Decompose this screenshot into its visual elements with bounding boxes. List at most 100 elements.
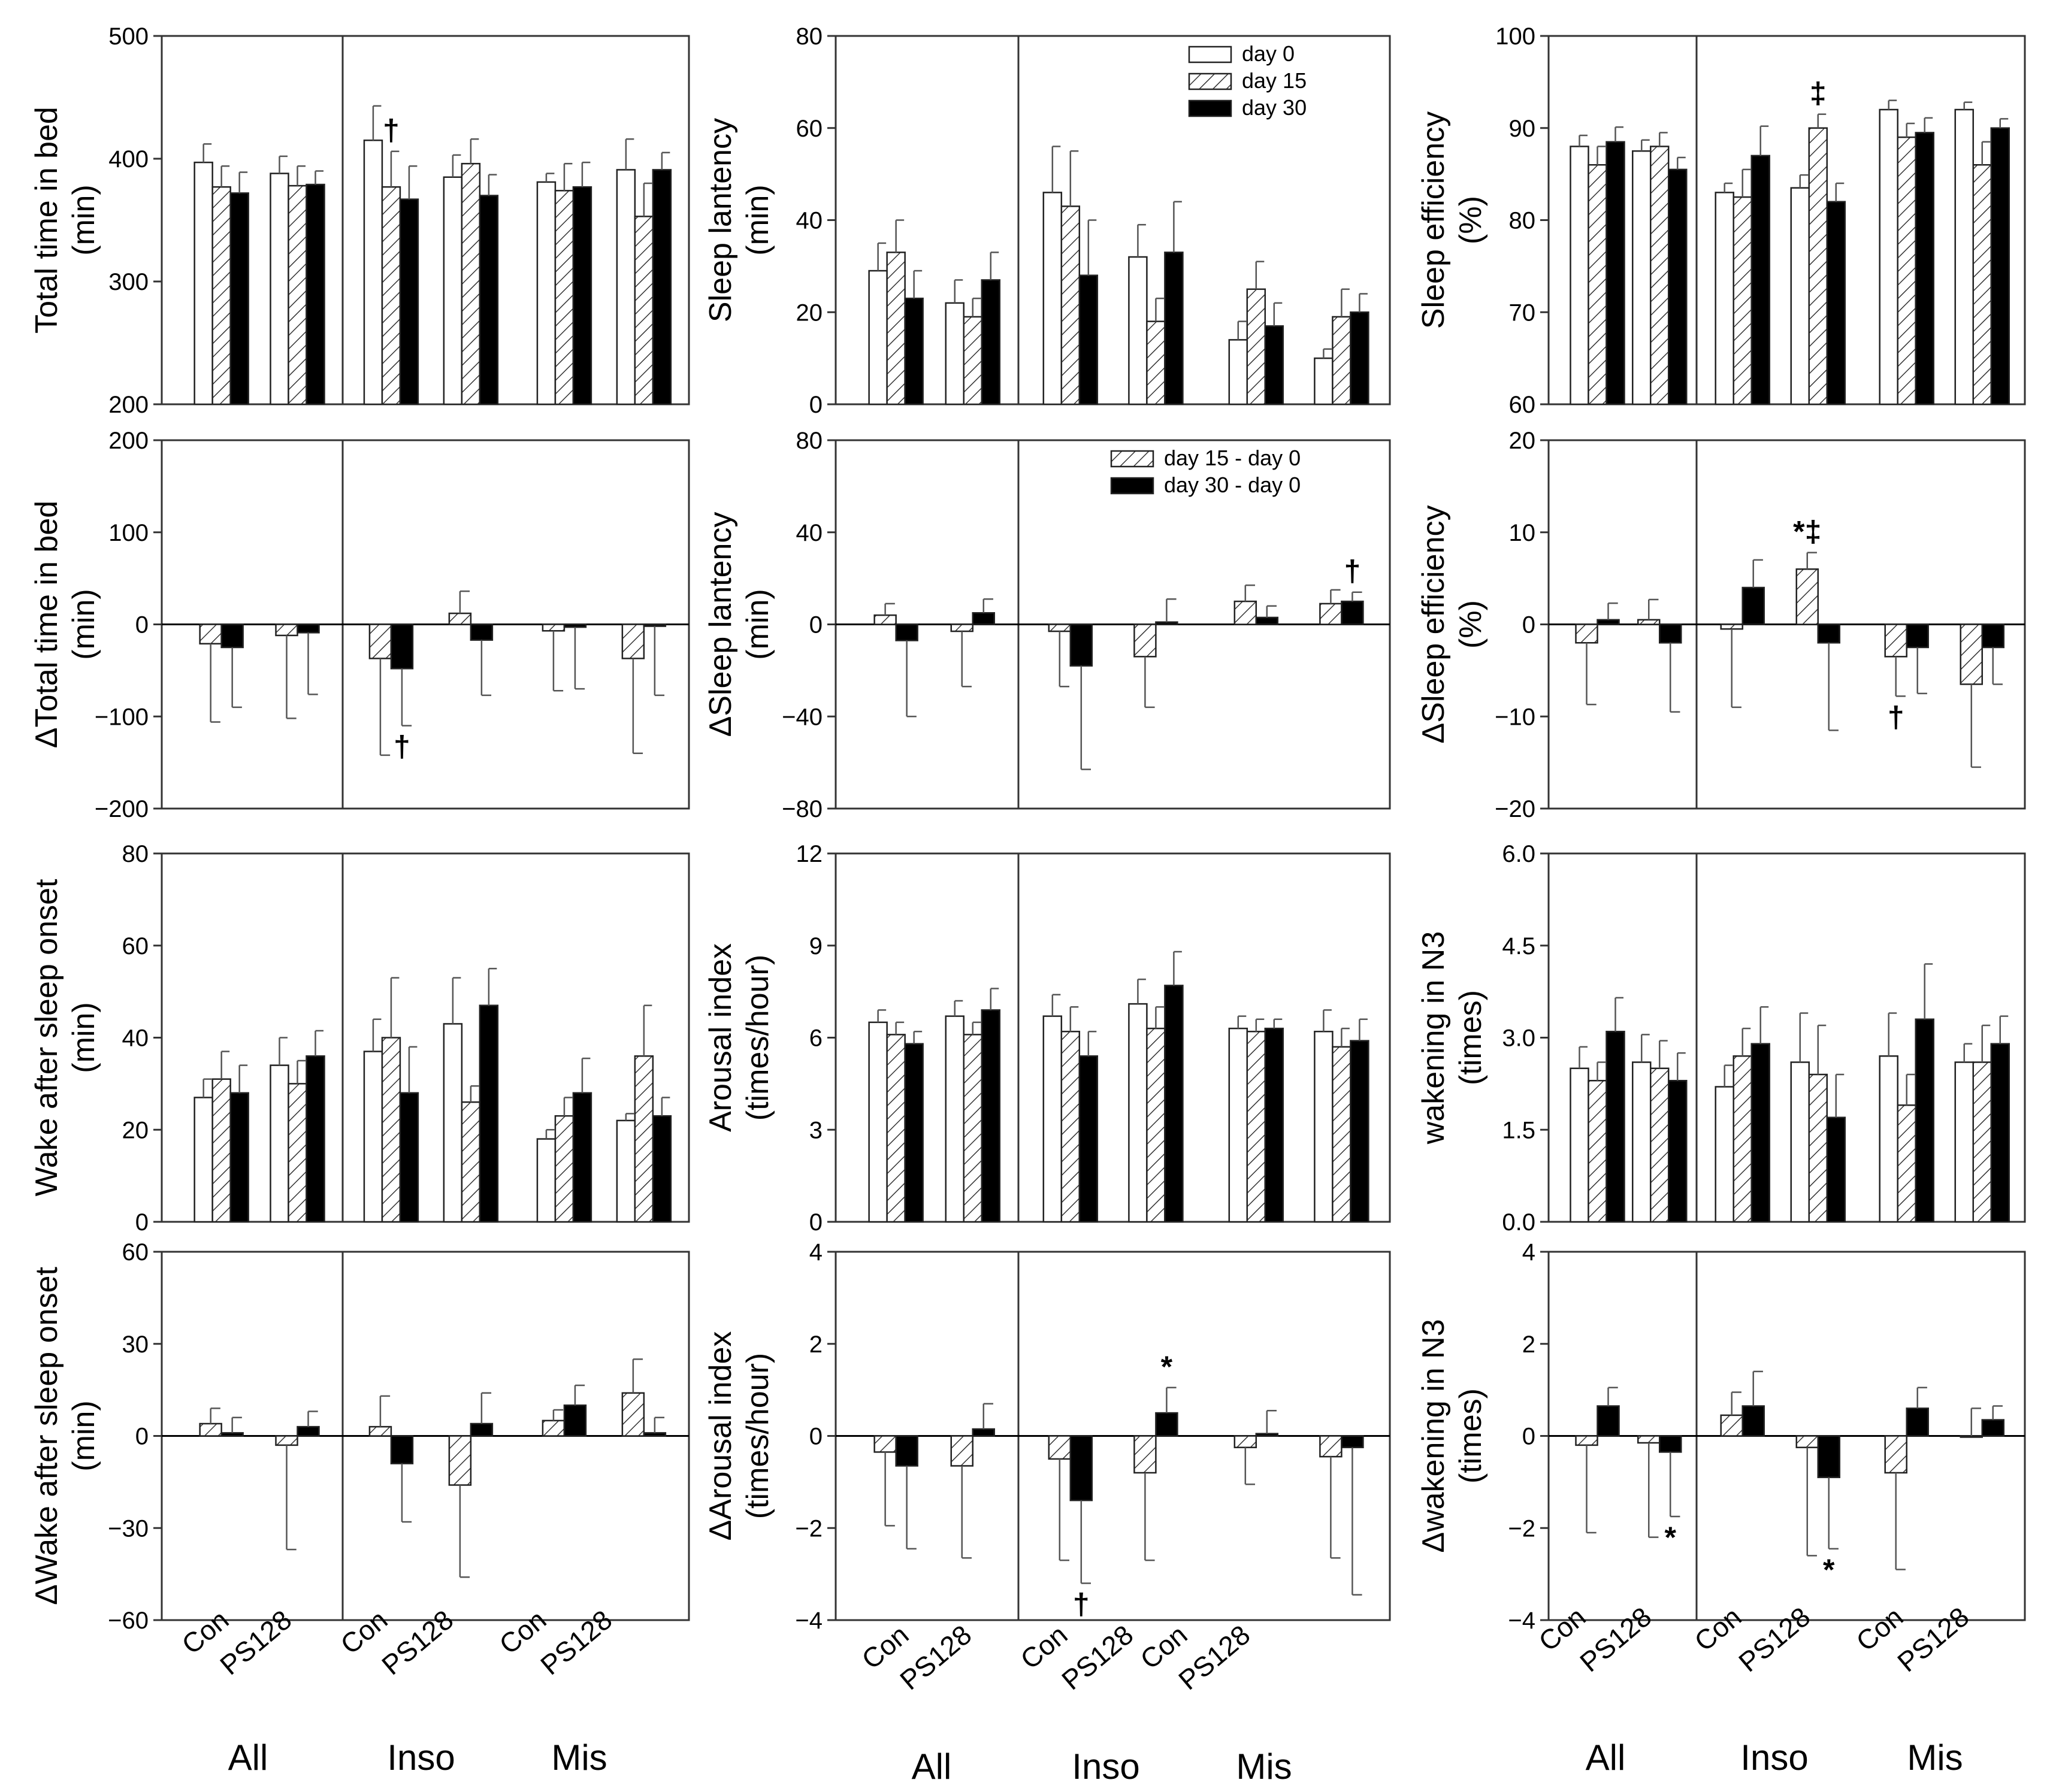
- legend-swatch: [1188, 72, 1232, 90]
- y-tick-label: 3: [809, 1117, 823, 1143]
- bar: [572, 186, 592, 405]
- bar: [470, 1422, 494, 1437]
- sublabel-ps128-all: PS128: [894, 1619, 977, 1696]
- y-tick-label: 20: [122, 1117, 149, 1143]
- bar: [229, 192, 249, 405]
- legend-swatch: [1188, 46, 1232, 63]
- group-label-inso: Inso: [387, 1737, 455, 1778]
- bar: [193, 161, 213, 405]
- bar: [1750, 155, 1770, 405]
- bar: [1650, 146, 1670, 405]
- y-tick-label: 0: [135, 612, 149, 638]
- y-tick-label: 4: [1522, 1239, 1535, 1266]
- bar: [1146, 320, 1166, 405]
- bar: [199, 623, 222, 645]
- bar: [1733, 1055, 1752, 1223]
- group-label-inso: Inso: [1072, 1746, 1139, 1787]
- significance-mark: †: [1344, 555, 1360, 588]
- bar: [193, 1097, 213, 1223]
- y-axis-label-line: wakening in N3: [1416, 931, 1451, 1145]
- significance-mark: †: [1888, 700, 1904, 734]
- bar: [288, 184, 307, 405]
- bar: [1981, 1419, 2005, 1437]
- y-axis-label-line: (%): [1453, 600, 1488, 649]
- bar: [381, 186, 401, 405]
- y-axis-label-line: (%): [1453, 196, 1488, 244]
- bar: [886, 252, 906, 405]
- y-tick-label: 30: [122, 1331, 149, 1358]
- bar: [873, 614, 897, 625]
- bar: [443, 1023, 463, 1223]
- y-axis-label-line: Sleep efficiency: [1416, 111, 1451, 329]
- bar: [1042, 1015, 1063, 1223]
- significance-mark: †: [1073, 1588, 1090, 1621]
- bar: [363, 140, 383, 405]
- sublabel-ps128-all: PS128: [1574, 1601, 1657, 1678]
- y-tick-label: 0: [809, 612, 823, 638]
- bar: [621, 623, 645, 659]
- y-tick-label: 3.0: [1502, 1025, 1535, 1052]
- bar: [536, 1138, 557, 1223]
- bar: [1228, 339, 1248, 405]
- bar: [1155, 621, 1178, 625]
- bar: [981, 1009, 1000, 1223]
- bar: [1668, 1080, 1688, 1223]
- bar: [950, 623, 973, 632]
- legend-swatch: [1188, 99, 1232, 117]
- bar: [1069, 623, 1093, 667]
- bar: [972, 612, 995, 625]
- bar: [368, 623, 392, 659]
- bar: [554, 190, 575, 405]
- y-tick-label: 20: [1509, 428, 1536, 454]
- y-tick-label: 4: [809, 1239, 823, 1266]
- bar: [306, 1055, 325, 1223]
- y-tick-label: −80: [782, 796, 823, 822]
- y-tick-label: 400: [108, 146, 149, 172]
- bar: [1960, 1435, 1984, 1438]
- sublabel-ps128-inso: PS128: [1733, 1601, 1816, 1678]
- y-tick-label: −2: [1508, 1515, 1535, 1542]
- bar: [1817, 1435, 1841, 1478]
- significance-mark: *‡: [1793, 515, 1821, 549]
- y-axis-label-line: Total time in bed: [29, 107, 64, 334]
- bar: [1741, 1405, 1765, 1437]
- bar: [220, 623, 244, 649]
- y-tick-label: 40: [796, 208, 823, 234]
- y-tick-label: 60: [122, 1239, 149, 1266]
- group-label-inso: Inso: [1740, 1737, 1808, 1778]
- bar: [229, 1092, 249, 1223]
- y-axis-label-line: (min): [66, 1400, 101, 1471]
- bar: [461, 162, 481, 405]
- significance-mark: †: [383, 114, 400, 147]
- bar: [563, 1404, 587, 1437]
- bar: [1981, 623, 2005, 649]
- y-axis-label: Δwakening in N3(times): [1416, 1319, 1488, 1552]
- bar: [1884, 623, 1907, 658]
- legend-label: day 30 - day 0: [1164, 473, 1301, 497]
- y-tick-label: 80: [122, 841, 149, 867]
- bar: [634, 216, 654, 405]
- y-tick-label: 0: [809, 1209, 823, 1236]
- sublabel-ps128-mis: PS128: [534, 1604, 618, 1681]
- bar: [1060, 1031, 1081, 1223]
- sublabel-ps128-mis: PS128: [1172, 1619, 1256, 1696]
- bar: [306, 183, 325, 405]
- y-tick-label: 12: [796, 841, 823, 867]
- y-axis-label-line: (times): [1453, 1388, 1488, 1484]
- bar: [297, 1425, 320, 1437]
- bar: [1597, 619, 1620, 625]
- y-axis-label: Total time in bed(min): [29, 107, 101, 334]
- panel-dai: −4 −2 0 2 4 ΔArousal index(times/hour) † *: [703, 1239, 1391, 1634]
- bar: [1146, 1027, 1166, 1223]
- bar: [1332, 1046, 1351, 1223]
- bar: [616, 169, 636, 405]
- bar: [368, 1425, 392, 1437]
- y-axis-label-line: Sleep lantency: [703, 118, 738, 322]
- panel-ai: 0 3 6 9 12 Arousal index(times/hour): [703, 841, 1391, 1236]
- bar: [288, 1083, 307, 1223]
- y-axis-label: Sleep lantency(min): [703, 118, 775, 322]
- bar: [1228, 1027, 1248, 1223]
- y-tick-label: −4: [1508, 1608, 1535, 1634]
- bar: [886, 1034, 906, 1223]
- y-tick-label: 0.0: [1502, 1209, 1535, 1236]
